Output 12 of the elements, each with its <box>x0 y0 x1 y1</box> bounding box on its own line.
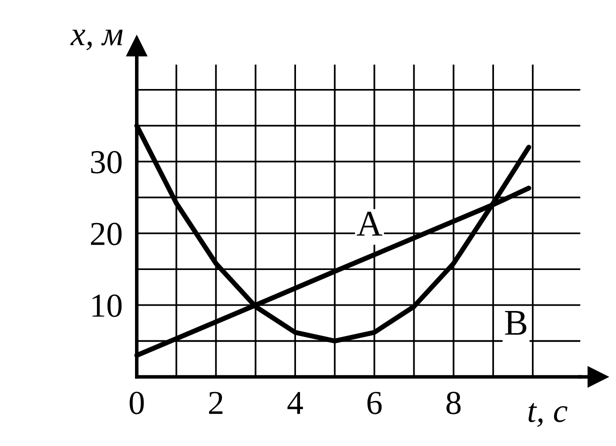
series-label: A <box>356 212 382 236</box>
x-tick-label: 6 <box>367 392 382 414</box>
y-tick-label: 20 <box>90 222 122 246</box>
series-label: B <box>505 311 526 335</box>
y-tick-label: 10 <box>92 294 122 317</box>
y-axis-title: x, м <box>70 30 123 50</box>
x-tick-label: 4 <box>287 392 303 414</box>
x-axis-title: t, с <box>528 403 568 427</box>
x-tick-label: 8 <box>446 392 461 414</box>
y-tick-label: 30 <box>91 150 122 174</box>
x-tick-label: 2 <box>209 392 222 414</box>
x-tick-label: 0 <box>130 392 144 414</box>
